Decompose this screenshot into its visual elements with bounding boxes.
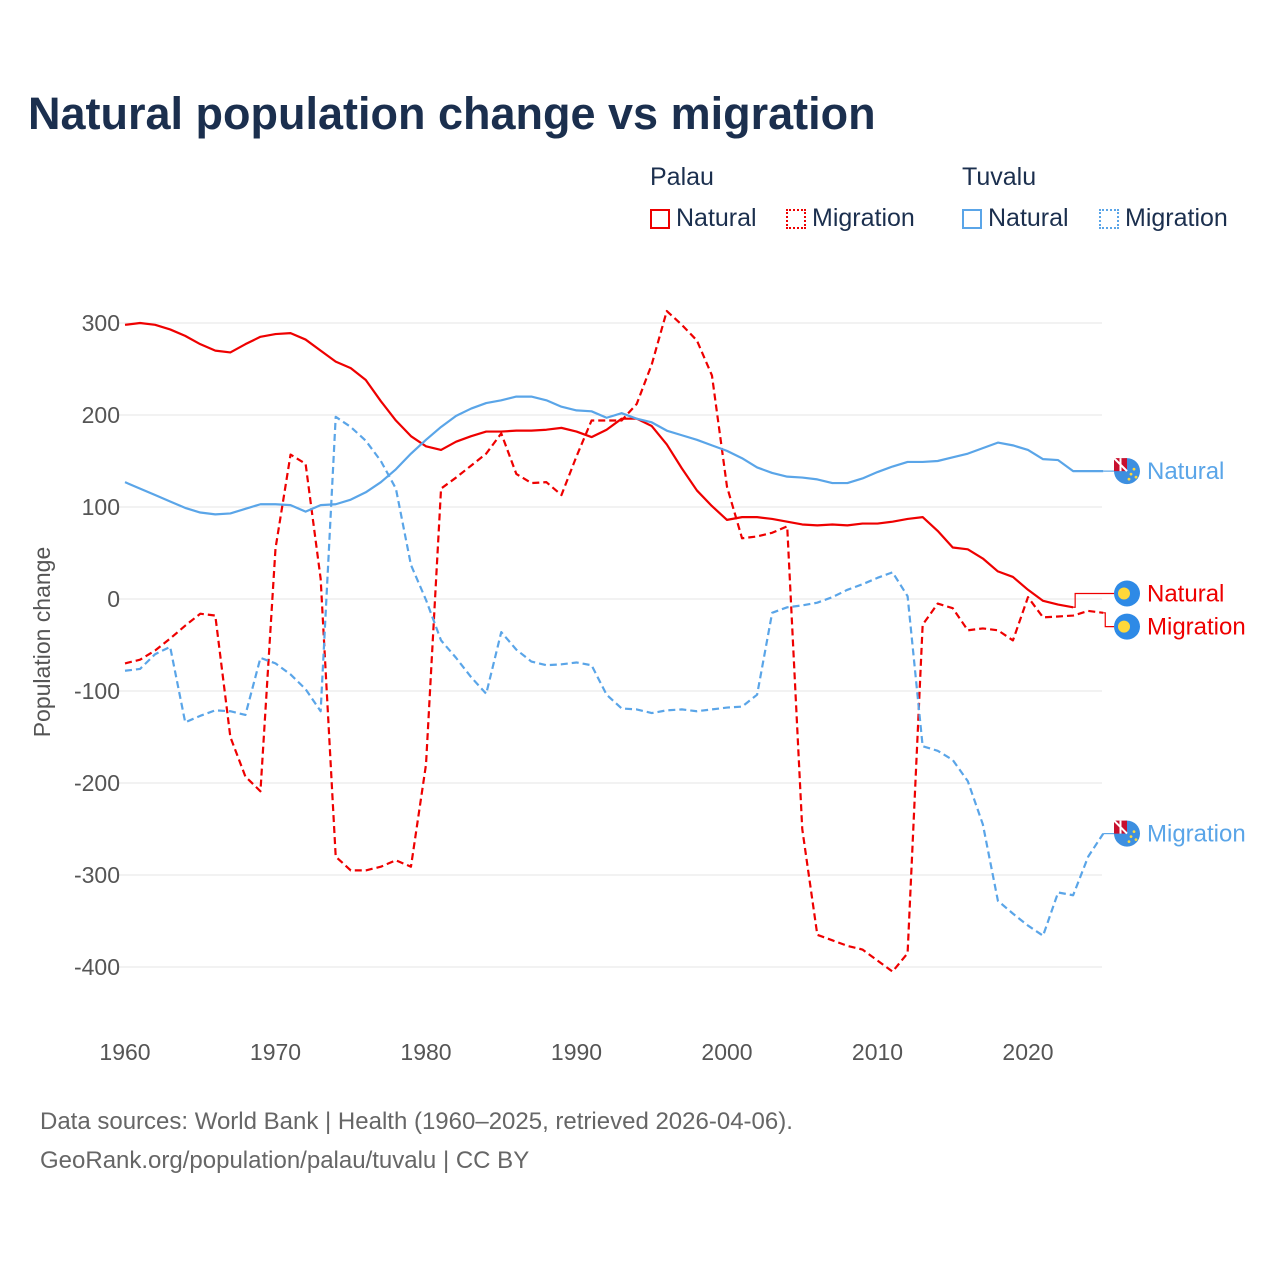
legend-label: Migration xyxy=(812,204,915,232)
legend-group-tuvalu: Tuvalu xyxy=(962,163,1037,191)
x-tick-label: 2020 xyxy=(1002,1039,1053,1065)
palau-flag-icon xyxy=(1114,580,1140,607)
footer-credit: GeoRank.org/population/palau/tuvalu | CC… xyxy=(40,1147,530,1174)
legend-label: Migration xyxy=(1125,204,1228,232)
y-tick-label: 300 xyxy=(82,310,120,336)
legend-swatch-dotted xyxy=(786,208,806,229)
series-end-label: Migration xyxy=(1147,821,1246,848)
legend-group-palau: Palau xyxy=(650,163,714,191)
legend-tuvalu-migration[interactable]: Migration xyxy=(1099,204,1228,233)
y-axis-label: Population change xyxy=(29,547,55,738)
flag-star xyxy=(1132,830,1136,833)
x-tick-label: 1990 xyxy=(551,1039,602,1065)
flag-star xyxy=(1134,838,1138,841)
x-tick-label: 1980 xyxy=(400,1039,451,1065)
flag-star xyxy=(1129,472,1133,476)
legend-palau-migration[interactable]: Migration xyxy=(786,204,915,233)
y-tick-label: -200 xyxy=(74,770,120,796)
series-end-label: Natural xyxy=(1147,458,1224,485)
y-tick-label: -400 xyxy=(74,954,120,980)
label-connector xyxy=(1073,592,1114,608)
legend-tuvalu-natural[interactable]: Natural xyxy=(962,204,1069,233)
x-tick-label: 1970 xyxy=(250,1039,301,1065)
palau-flag-icon xyxy=(1114,613,1140,640)
flag-star xyxy=(1127,477,1131,481)
flag-moon xyxy=(1118,587,1130,600)
chart-title: Natural population change vs migration xyxy=(28,88,876,139)
tuvalu-flag-icon xyxy=(1113,819,1140,847)
y-tick-label: 0 xyxy=(107,586,120,612)
x-tick-label: 2010 xyxy=(852,1039,903,1065)
x-tick-label: 2000 xyxy=(701,1039,752,1065)
legend-label: Natural xyxy=(988,204,1069,232)
y-tick-label: -300 xyxy=(74,862,120,888)
flag-star xyxy=(1129,835,1133,838)
series-line-tuvalu-migration xyxy=(124,415,1105,937)
y-tick-label: -100 xyxy=(74,678,120,704)
series-line-palau-migration xyxy=(124,309,1104,973)
flag-star xyxy=(1127,840,1131,843)
footer-sources: Data sources: World Bank | Health (1960–… xyxy=(40,1108,793,1135)
legend-swatch-solid xyxy=(650,208,670,229)
legend-swatch-solid xyxy=(962,208,982,229)
legend-swatch-dotted xyxy=(1099,208,1119,229)
flag-star xyxy=(1134,475,1138,479)
label-connector xyxy=(1103,612,1114,628)
legend-palau-natural[interactable]: Natural xyxy=(650,204,757,233)
legend-label: Natural xyxy=(676,204,757,232)
series-end-label: Migration xyxy=(1147,614,1246,641)
series-line-palau-natural xyxy=(124,321,1074,609)
tuvalu-flag-icon xyxy=(1113,457,1140,485)
flag-moon xyxy=(1118,620,1130,633)
y-tick-label: 100 xyxy=(82,494,120,520)
series-end-label: Natural xyxy=(1147,580,1224,607)
y-tick-label: 200 xyxy=(82,402,120,428)
series-line-tuvalu-natural xyxy=(124,395,1104,516)
x-tick-label: 1960 xyxy=(99,1039,150,1065)
flag-star xyxy=(1132,467,1136,471)
